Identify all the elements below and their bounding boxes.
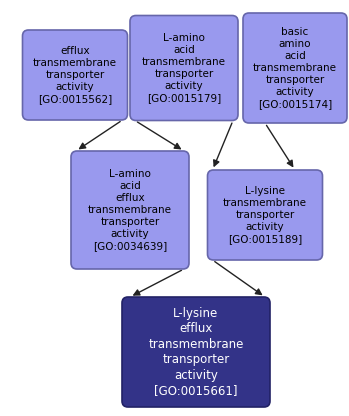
Text: basic
amino
acid
transmembrane
transporter
activity
[GO:0015174]: basic amino acid transmembrane transport… <box>253 27 337 109</box>
Text: L-amino
acid
transmembrane
transporter
activity
[GO:0015179]: L-amino acid transmembrane transporter a… <box>142 33 226 103</box>
FancyBboxPatch shape <box>208 170 322 260</box>
Text: L-amino
acid
efflux
transmembrane
transporter
activity
[GO:0034639]: L-amino acid efflux transmembrane transp… <box>88 169 172 251</box>
FancyBboxPatch shape <box>122 297 270 407</box>
Text: efflux
transmembrane
transporter
activity
[GO:0015562]: efflux transmembrane transporter activit… <box>33 46 117 104</box>
Text: L-lysine
transmembrane
transporter
activity
[GO:0015189]: L-lysine transmembrane transporter activ… <box>223 186 307 244</box>
FancyBboxPatch shape <box>243 13 347 123</box>
Text: L-lysine
efflux
transmembrane
transporter
activity
[GO:0015661]: L-lysine efflux transmembrane transporte… <box>148 307 244 397</box>
FancyBboxPatch shape <box>71 151 189 269</box>
FancyBboxPatch shape <box>22 30 127 120</box>
FancyBboxPatch shape <box>130 15 238 121</box>
